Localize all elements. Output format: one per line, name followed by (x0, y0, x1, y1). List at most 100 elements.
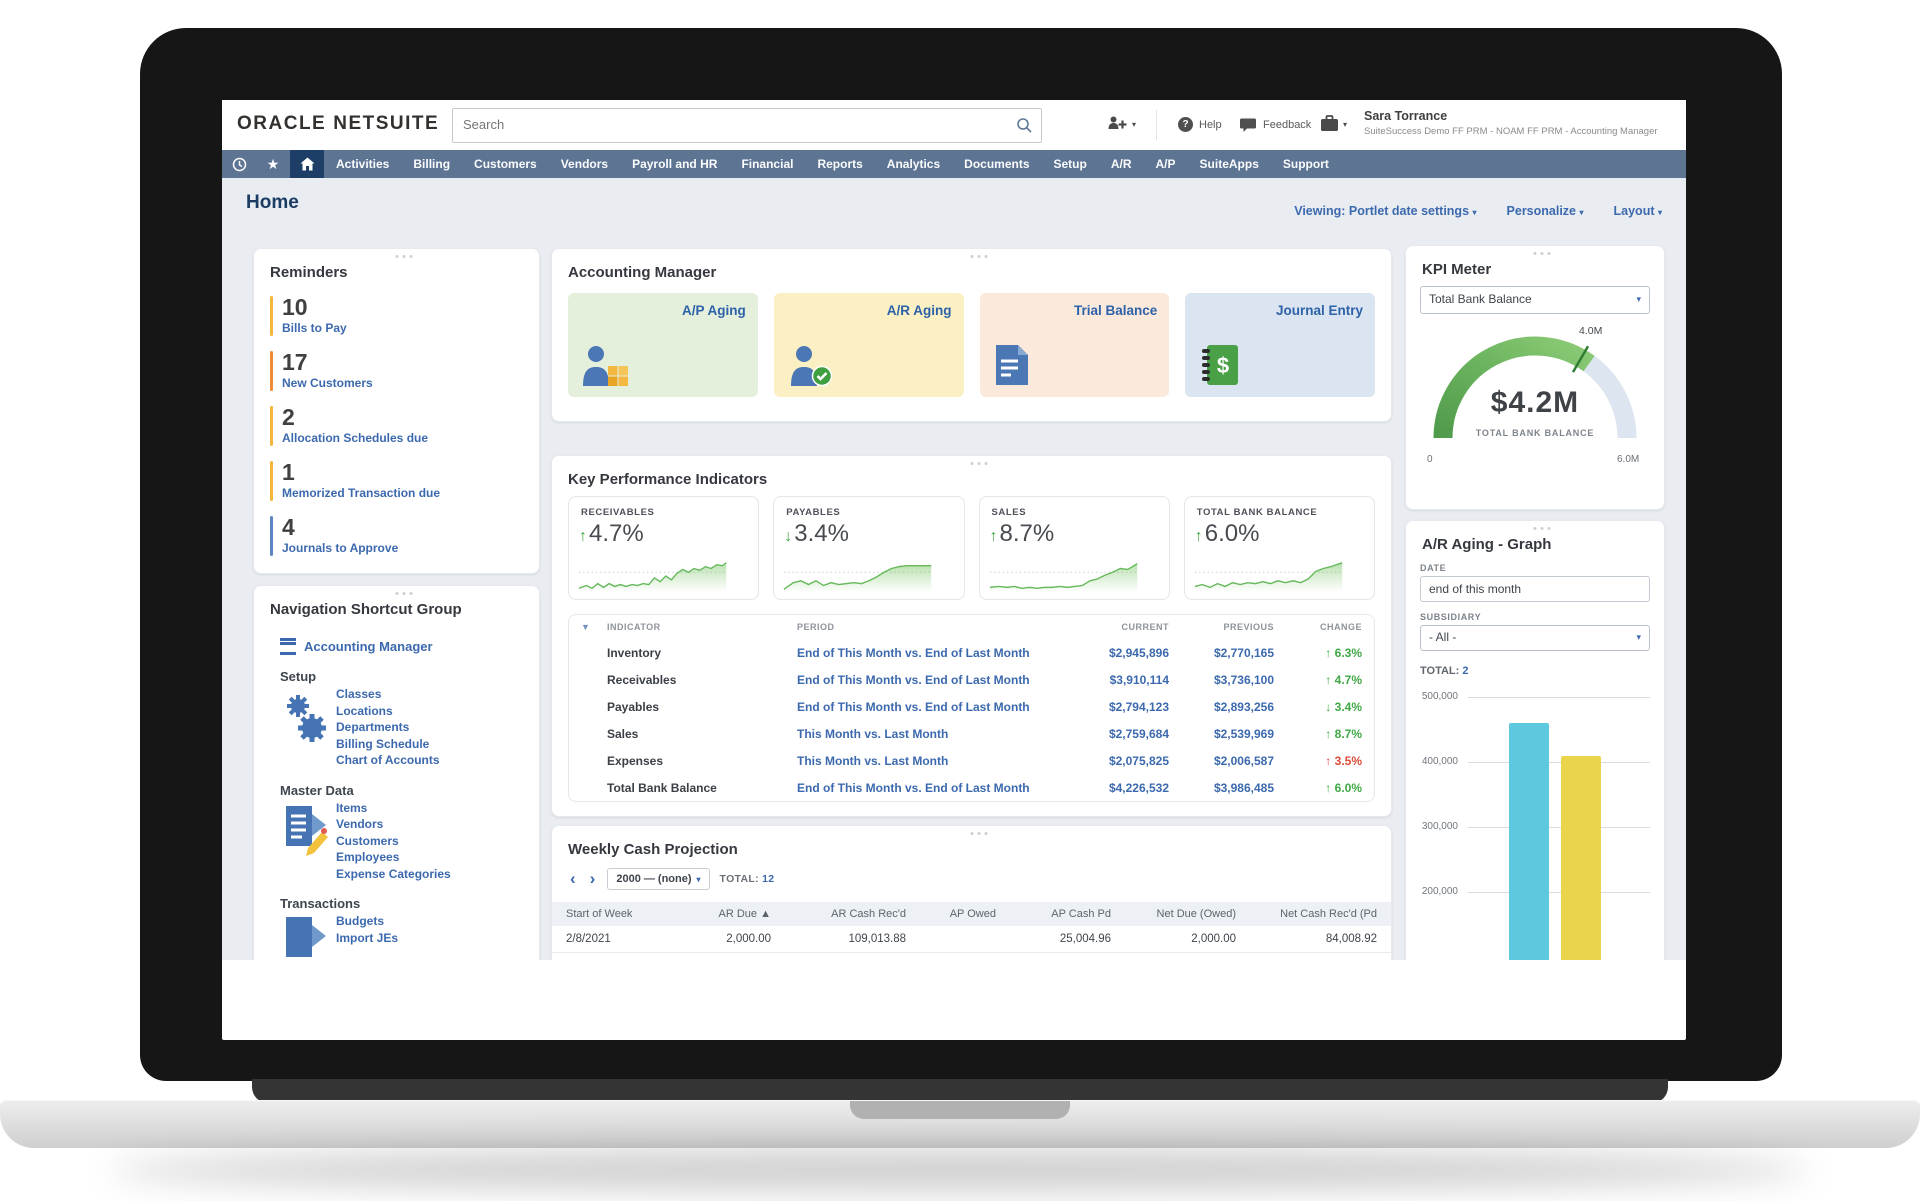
nav-customers[interactable]: Customers (474, 157, 537, 171)
nav-vendors[interactable]: Vendors (560, 157, 609, 171)
ar-aging-tile[interactable]: A/R Aging (773, 293, 964, 397)
document-icon (286, 917, 326, 957)
reminder-color-bar (270, 351, 273, 391)
quick-add-caret-icon[interactable]: ▾ (1132, 120, 1137, 129)
shortcut-link[interactable]: Items (336, 800, 368, 815)
reminder-color-bar (270, 461, 273, 501)
nav-financial[interactable]: Financial (741, 157, 794, 171)
user-menu[interactable]: Sara Torrance SuiteSuccess Demo FF PRM -… (1364, 110, 1658, 138)
filter-caret-icon[interactable]: ▼ (581, 622, 591, 632)
shortcuts-star-icon[interactable]: ★ (266, 155, 280, 172)
global-search[interactable] (452, 108, 1042, 143)
range-select[interactable]: 2000 — (none) ▾ (607, 868, 710, 890)
shortcut-link[interactable]: Chart of Accounts (336, 753, 440, 767)
kpi-meter-select[interactable]: Total Bank Balance ▾ (1420, 286, 1650, 314)
viewing-portlet-date-settings[interactable]: Viewing: Portlet date settings ▾ (1294, 204, 1477, 218)
journal-entry-tile[interactable]: Journal Entry $ (1185, 293, 1375, 397)
shortcut-link[interactable]: Vendors (336, 817, 384, 831)
nav-documents[interactable]: Documents (964, 157, 1030, 171)
bar-series-1[interactable] (1509, 723, 1549, 960)
shortcut-link[interactable]: Billing Schedule (336, 736, 430, 751)
kpi-table-row[interactable]: Sales This Month vs. Last Month $2,759,68… (607, 726, 1362, 741)
kpi-table-row[interactable]: Payables End of This Month vs. End of Las… (607, 699, 1362, 714)
drag-handle-icon[interactable] (970, 462, 973, 465)
nav-setup[interactable]: Setup (1053, 157, 1087, 171)
drag-handle-icon[interactable] (395, 255, 398, 258)
drag-handle-icon[interactable] (1533, 252, 1537, 255)
portlet-title: KPI Meter (1422, 261, 1492, 278)
reminder-item[interactable]: 1 Memorized Transaction due (270, 460, 539, 501)
nav-ar[interactable]: A/R (1110, 157, 1132, 171)
feedback-link[interactable]: Feedback (1263, 119, 1312, 131)
prev-page-chevron-icon[interactable]: ‹ (570, 869, 576, 888)
nav-analytics[interactable]: Analytics (886, 157, 941, 171)
shortcut-link[interactable]: Budgets (336, 914, 384, 928)
kpi-tile-payables[interactable]: PAYABLES ↓ 3.4% (773, 496, 965, 600)
shortcut-link[interactable]: Departments (336, 720, 410, 734)
kpi-value: 3.4% (794, 520, 849, 547)
kpi-table-row[interactable]: Total Bank Balance End of This Month vs. … (607, 780, 1362, 795)
drag-handle-icon[interactable] (395, 592, 398, 595)
help-link[interactable]: Help (1199, 119, 1222, 131)
shortcut-link[interactable]: Import JEs (336, 930, 399, 945)
kpi-table-row[interactable]: Inventory End of This Month vs. End of La… (607, 645, 1362, 660)
kpi-table-row[interactable]: Receivables End of This Month vs. End of … (607, 672, 1362, 687)
reminder-label[interactable]: Journals to Approve (282, 541, 399, 555)
subsidiary-select[interactable]: - All - ▾ (1420, 625, 1650, 651)
help-icon[interactable]: ? (1178, 117, 1193, 132)
shortcut-link[interactable]: Customers (336, 833, 399, 848)
trial-balance-tile[interactable]: Trial Balance (979, 293, 1170, 397)
kpi-tile-total-bank-balance[interactable]: TOTAL BANK BALANCE ↑ 6.0% (1183, 496, 1375, 600)
nav-activities[interactable]: Activities (336, 157, 390, 171)
drag-handle-icon[interactable] (970, 255, 973, 258)
date-field[interactable] (1420, 576, 1650, 602)
layout-menu[interactable]: Layout ▾ (1613, 204, 1662, 218)
tile-label: A/P Aging (682, 303, 746, 318)
reminder-label[interactable]: Memorized Transaction due (282, 486, 441, 500)
weekly-table-row[interactable]: 2/8/2021 2,000.00 109,013.88 25,004.96 2,0… (552, 926, 1391, 953)
reminder-label[interactable]: Allocation Schedules due (282, 431, 429, 445)
ap-aging-tile[interactable]: A/P Aging (568, 293, 758, 397)
nav-payroll-hr[interactable]: Payroll and HR (632, 157, 718, 171)
recent-records-icon[interactable] (222, 150, 256, 178)
roles-caret-icon[interactable]: ▾ (1343, 120, 1348, 129)
nav-ap[interactable]: A/P (1155, 157, 1176, 171)
shortcut-link[interactable]: Expense Categories (336, 866, 451, 881)
shortcut-accounting-manager[interactable]: Accounting Manager (280, 638, 539, 655)
reminder-label[interactable]: Bills to Pay (282, 321, 347, 335)
search-input[interactable] (453, 109, 1025, 140)
shortcut-link[interactable]: Locations (336, 703, 393, 718)
nav-support[interactable]: Support (1282, 157, 1329, 171)
kpi-value: 4.7% (589, 520, 644, 547)
main-nav: ★ Activities Billing Customers Vendors P… (222, 150, 1686, 178)
portlet-title: Key Performance Indicators (568, 471, 768, 488)
reminder-item[interactable]: 2 Allocation Schedules due (270, 405, 539, 446)
page-title: Home (246, 192, 299, 213)
reminder-item[interactable]: 4 Journals to Approve (270, 515, 539, 556)
kpi-meter-portlet: KPI Meter Total Bank Balance ▾ 4.0M 0 (1405, 245, 1665, 510)
drag-handle-icon[interactable] (1533, 527, 1537, 530)
drag-handle-icon[interactable] (970, 832, 973, 835)
personalize-menu[interactable]: Personalize ▾ (1506, 204, 1584, 218)
nav-suiteapps[interactable]: SuiteApps (1199, 157, 1259, 171)
reminder-item[interactable]: 17 New Customers (270, 350, 539, 391)
next-page-chevron-icon[interactable]: › (589, 869, 596, 888)
shortcut-link[interactable]: Classes (336, 687, 382, 701)
date-input[interactable] (1421, 577, 1649, 601)
feedback-icon[interactable] (1240, 118, 1256, 133)
kpi-table-row[interactable]: Expenses This Month vs. Last Month $2,075… (607, 753, 1362, 768)
nav-reports[interactable]: Reports (817, 157, 863, 171)
kpi-tile-receivables[interactable]: RECEIVABLES ↑ 4.7% (568, 496, 760, 600)
reminder-item[interactable]: 10 Bills to Pay (270, 295, 539, 336)
reminder-color-bar (270, 296, 273, 336)
roles-briefcase-icon[interactable] (1320, 115, 1339, 132)
home-tab-icon[interactable] (290, 150, 324, 178)
quick-add-icon[interactable] (1108, 115, 1128, 134)
kpi-value: 8.7% (999, 520, 1055, 547)
kpi-tile-sales[interactable]: SALES ↑ 8.7% (978, 496, 1170, 600)
shortcut-link[interactable]: Employees (336, 850, 400, 864)
reminder-label[interactable]: New Customers (282, 376, 373, 390)
nav-billing[interactable]: Billing (413, 157, 451, 171)
bar-series-2[interactable] (1561, 755, 1601, 960)
